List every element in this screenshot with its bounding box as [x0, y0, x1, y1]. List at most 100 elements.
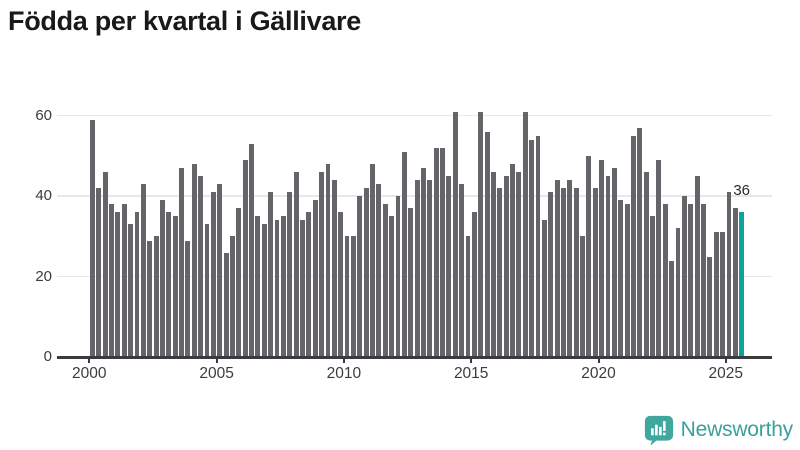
bar [586, 156, 592, 357]
y-tick-label: 0 [43, 348, 52, 365]
bar [185, 240, 191, 357]
bar [147, 240, 153, 357]
bar [370, 164, 375, 357]
x-tick-label: 2000 [72, 365, 107, 382]
bar [408, 208, 414, 357]
bar [662, 204, 668, 357]
bar [650, 216, 655, 357]
bar [325, 164, 331, 357]
bar [319, 172, 325, 357]
bar [490, 172, 496, 357]
bar [331, 180, 337, 357]
bar [382, 204, 388, 357]
bar [707, 256, 713, 357]
bar [249, 144, 255, 357]
x-tick-label: 2005 [199, 365, 234, 382]
bar [554, 180, 560, 357]
x-tick-mark [215, 357, 218, 363]
bar [280, 216, 286, 357]
bar [420, 168, 426, 357]
bar [357, 196, 363, 357]
bar [293, 172, 299, 357]
bar [102, 172, 108, 357]
bar [433, 148, 439, 357]
bar [395, 196, 401, 357]
bar [656, 160, 662, 357]
gridline [57, 114, 772, 117]
y-tick-label: 40 [35, 187, 52, 205]
bar [376, 184, 382, 357]
bar [669, 260, 675, 357]
bar [223, 252, 229, 357]
bar [96, 188, 102, 357]
bar [172, 216, 178, 357]
newsworthy-brand-text: Newsworthy [680, 418, 794, 441]
bar [611, 168, 617, 357]
bar [312, 200, 318, 357]
bar [268, 192, 274, 357]
bar [510, 164, 515, 357]
bar [306, 212, 312, 357]
bar [261, 224, 267, 357]
bar [541, 220, 547, 357]
bar [471, 212, 477, 357]
bar [465, 236, 471, 357]
bar [389, 216, 395, 357]
highlighted-bar-value-label: 36 [733, 182, 751, 199]
bar [287, 192, 293, 357]
x-tick-label: 2015 [453, 365, 489, 382]
bar [732, 208, 738, 357]
bar [414, 180, 420, 357]
bar [427, 180, 433, 357]
bar [720, 232, 726, 357]
x-tick-mark [470, 357, 473, 363]
bar [109, 204, 114, 357]
bar [561, 188, 566, 357]
bar [446, 176, 452, 357]
bar [452, 111, 458, 357]
newsworthy-logo-icon [644, 415, 673, 445]
bar [605, 176, 611, 357]
x-tick-label: 2010 [326, 365, 362, 382]
bar [210, 192, 216, 357]
bar [681, 196, 687, 357]
bar [344, 236, 350, 357]
bar [191, 164, 197, 357]
bar [401, 152, 407, 357]
bar [497, 188, 503, 357]
bar [128, 224, 134, 357]
bar [624, 204, 630, 357]
bar [675, 228, 681, 357]
page-title: Födda per kvartal i Gällivare [8, 6, 361, 36]
y-tick-label: 20 [35, 267, 52, 285]
bar [548, 192, 554, 357]
bar [618, 200, 624, 357]
bar [121, 204, 127, 357]
bar [90, 120, 95, 357]
x-axis-baseline [57, 356, 772, 359]
bar [236, 208, 242, 357]
bar [713, 232, 719, 357]
bar [484, 132, 490, 357]
x-tick-label: 2025 [708, 365, 744, 382]
bar [274, 220, 280, 357]
bar [217, 184, 223, 357]
bar [567, 180, 573, 357]
bar [529, 140, 535, 357]
x-tick-mark [724, 357, 727, 363]
newsworthy-logo[interactable]: Newsworthy [644, 415, 793, 445]
y-tick-label: 60 [35, 106, 52, 124]
x-tick-mark [88, 357, 91, 363]
gridline [57, 195, 772, 197]
highlighted-bar [739, 212, 745, 357]
x-tick-mark [342, 357, 345, 363]
bar [503, 176, 509, 357]
bar [478, 111, 484, 357]
bar [204, 224, 210, 357]
bar [516, 172, 522, 357]
bar [701, 204, 706, 357]
bar [338, 212, 344, 357]
bar [459, 184, 465, 357]
bar [179, 168, 184, 357]
